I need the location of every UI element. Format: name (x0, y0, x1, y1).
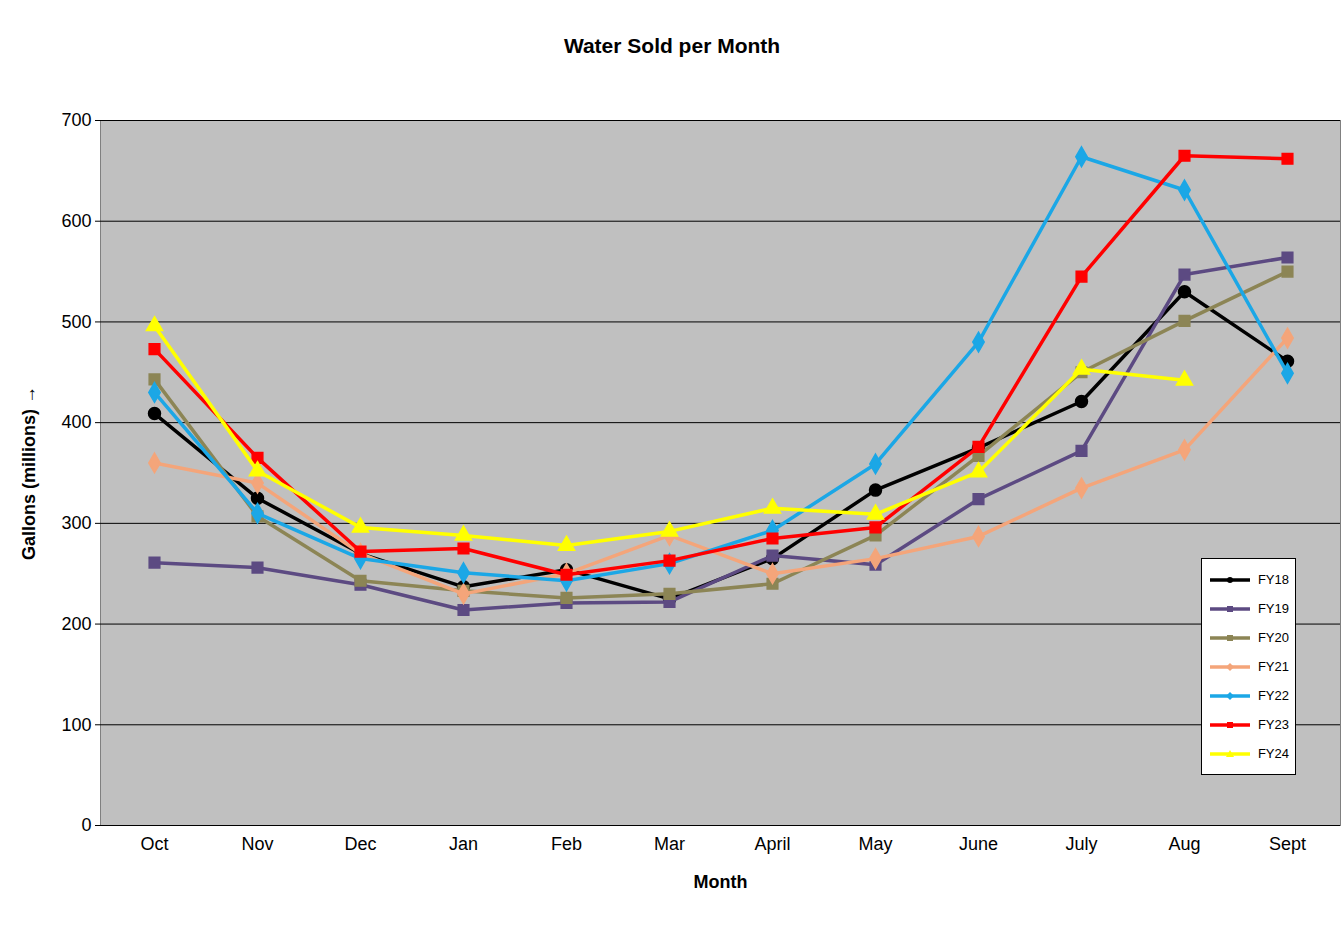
html-text:FY23: FY23 (1257, 717, 1289, 732)
svg-text:Nov: Nov (241, 834, 273, 854)
svg-text:200: 200 (61, 614, 91, 634)
svg-text:June: June (959, 834, 998, 854)
svg-text:Jan: Jan (449, 834, 478, 854)
svg-text:100: 100 (61, 715, 91, 735)
svg-text:Dec: Dec (344, 834, 376, 854)
svg-text:Month: Month (694, 872, 748, 892)
svg-text:0: 0 (81, 815, 91, 835)
svg-text:Mar: Mar (654, 834, 685, 854)
html-text:FY21: FY21 (1257, 659, 1289, 674)
svg-text:400: 400 (61, 412, 91, 432)
svg-text:May: May (858, 834, 892, 854)
svg-text:Aug: Aug (1168, 834, 1200, 854)
svg-text:300: 300 (61, 513, 91, 533)
svg-text:500: 500 (61, 312, 91, 332)
svg-text:700: 700 (61, 110, 91, 130)
html-text:Water Sold per Month: Water Sold per Month (563, 34, 781, 57)
html-text:FY18: FY18 (1257, 572, 1289, 587)
html-text:FY20: FY20 (1257, 630, 1289, 645)
svg-text:Feb: Feb (551, 834, 582, 854)
html-text:FY22: FY22 (1257, 688, 1289, 703)
html-text:FY19: FY19 (1257, 601, 1289, 616)
svg-text:April: April (754, 834, 790, 854)
svg-text:600: 600 (61, 211, 91, 231)
svg-text:Sept: Sept (1269, 834, 1306, 854)
html-text:FY24: FY24 (1257, 746, 1289, 761)
svg-text:Oct: Oct (140, 834, 168, 854)
svg-text:Gallons (millions) →: Gallons (millions) → (19, 386, 39, 560)
svg-text:July: July (1065, 834, 1097, 854)
